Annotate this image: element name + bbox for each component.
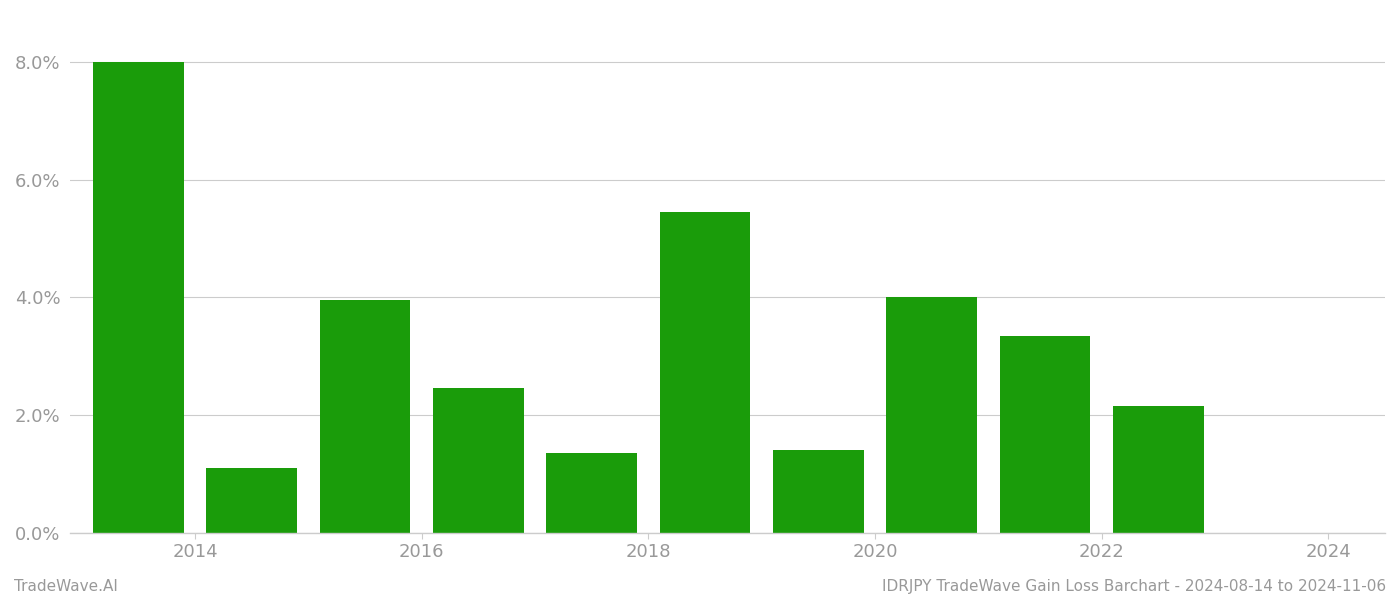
Bar bbox=[773, 450, 864, 533]
Text: IDRJPY TradeWave Gain Loss Barchart - 2024-08-14 to 2024-11-06: IDRJPY TradeWave Gain Loss Barchart - 20… bbox=[882, 579, 1386, 594]
Bar bbox=[433, 388, 524, 533]
Bar bbox=[886, 298, 977, 533]
Bar bbox=[1000, 335, 1091, 533]
Bar bbox=[206, 468, 297, 533]
Bar bbox=[546, 453, 637, 533]
Bar bbox=[92, 62, 183, 533]
Bar bbox=[319, 300, 410, 533]
Bar bbox=[1113, 406, 1204, 533]
Bar bbox=[659, 212, 750, 533]
Text: TradeWave.AI: TradeWave.AI bbox=[14, 579, 118, 594]
